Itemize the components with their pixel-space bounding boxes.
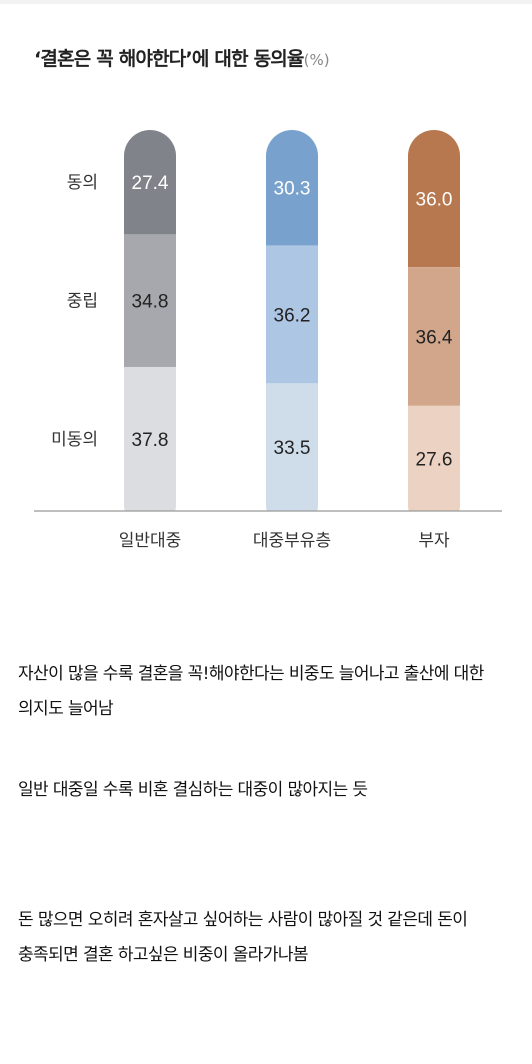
value-label-중립-부자: 36.4 — [416, 328, 453, 349]
value-label-중립-대중부유층: 36.2 — [274, 305, 311, 326]
legend-label-중립: 중립 — [67, 292, 98, 311]
legend-label-미동의: 미동의 — [51, 430, 98, 449]
bar-segment-동의-부자 — [408, 130, 460, 268]
bar-segment-중립-부자 — [408, 267, 460, 406]
body-paragraph-2: 일반 대중일 수록 비혼 결심하는 대중이 많아지는 듯 — [18, 780, 368, 800]
x-tick-label-일반대중: 일반대중 — [119, 531, 182, 550]
value-label-미동의-일반대중: 37.8 — [132, 430, 169, 451]
bar-대중부유층 — [266, 130, 318, 511]
bar-segment-중립-일반대중 — [124, 234, 176, 367]
bar-segment-미동의-대중부유층 — [266, 383, 318, 511]
bar-segment-미동의-부자 — [408, 405, 460, 511]
bar-일반대중 — [124, 130, 176, 511]
bar-부자 — [408, 130, 460, 511]
bar-segment-동의-대중부유층 — [266, 130, 318, 246]
value-label-동의-일반대중: 27.4 — [132, 173, 169, 194]
value-label-미동의-대중부유층: 33.5 — [274, 438, 311, 459]
x-tick-label-대중부유층: 대중부유층 — [253, 531, 331, 550]
value-label-동의-대중부유층: 30.3 — [274, 179, 311, 200]
bar-segment-미동의-일반대중 — [124, 366, 176, 511]
bar-segment-동의-일반대중 — [124, 130, 176, 235]
value-label-동의-부자: 36.0 — [416, 190, 453, 211]
body-paragraph-3: 돈 많으면 오히려 혼자살고 싶어하는 사람이 많아질 것 같은데 돈이 충족되… — [18, 910, 468, 965]
top-divider — [0, 0, 532, 4]
x-tick-label-부자: 부자 — [418, 531, 450, 550]
legend-label-동의: 동의 — [67, 173, 98, 192]
stacked-bar-chart: 27.4 34.8 37.8 일반대중 30.3 36.2 33.5 대중부유층 36.0 36.… — [34, 130, 502, 550]
bar-segment-중립-대중부유층 — [266, 245, 318, 384]
value-label-미동의-부자: 27.6 — [416, 449, 453, 470]
chart-title-unit: (%) — [303, 51, 330, 69]
chart-title: ‘결혼은 꼭 해야한다’에 대한 동의율(%) — [34, 44, 330, 71]
chart-title-main: ‘결혼은 꼭 해야한다’에 대한 동의율 — [34, 48, 304, 70]
value-label-중립-일반대중: 34.8 — [132, 292, 169, 313]
body-paragraph-1: 자산이 많을 수록 결혼을 꼭!해야한다는 비중도 늘어나고 출산에 대한 의지… — [18, 664, 484, 719]
